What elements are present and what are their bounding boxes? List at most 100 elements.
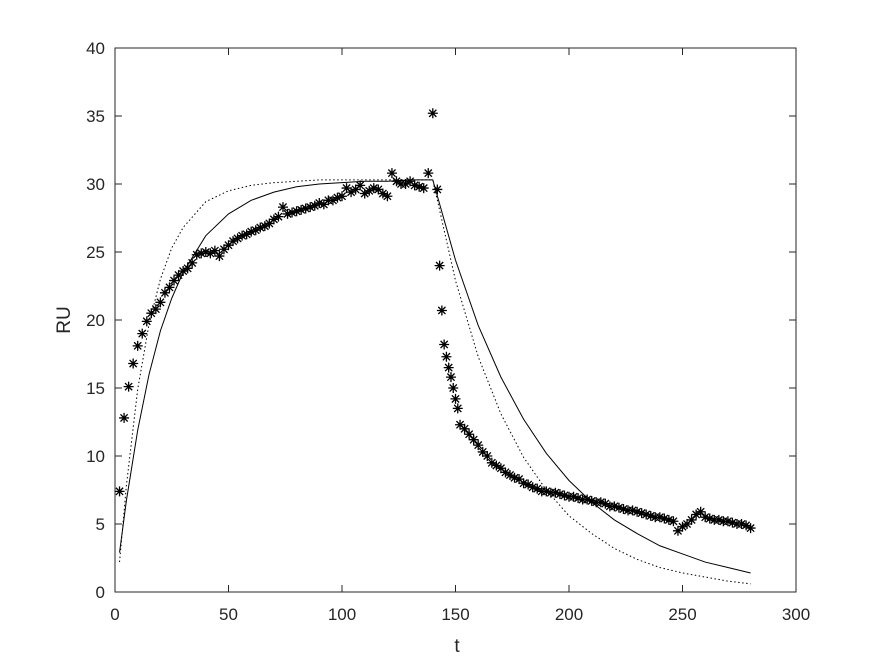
marker: [391, 176, 402, 187]
marker: [695, 506, 706, 517]
marker: [255, 222, 266, 233]
marker: [439, 339, 450, 350]
marker: [677, 521, 688, 532]
marker: [459, 423, 470, 434]
marker: [668, 516, 679, 527]
marker: [137, 328, 148, 339]
marker: [364, 185, 375, 196]
x-tick-label: 150: [441, 605, 469, 624]
marker: [448, 383, 459, 393]
marker: [132, 340, 143, 351]
marker: [182, 263, 193, 274]
marker: [532, 483, 543, 494]
marker: [309, 200, 320, 211]
marker: [178, 266, 189, 277]
marker: [164, 282, 175, 293]
marker: [128, 358, 139, 369]
marker: [123, 381, 134, 392]
marker: [291, 206, 302, 217]
marker: [464, 429, 475, 440]
marker: [277, 202, 288, 213]
marker: [264, 218, 275, 229]
marker: [418, 183, 429, 194]
marker: [441, 351, 452, 362]
y-tick-label: 15: [86, 379, 105, 398]
marker: [636, 508, 647, 519]
marker: [368, 183, 379, 194]
marker: [146, 308, 157, 319]
x-tick-label: 50: [219, 605, 238, 624]
marker: [514, 474, 525, 485]
marker: [495, 463, 506, 474]
marker: [382, 191, 393, 202]
marker: [346, 187, 357, 198]
marker: [409, 180, 420, 191]
marker: [273, 211, 284, 222]
marker: [187, 257, 198, 268]
marker: [509, 472, 520, 483]
marker: [686, 514, 697, 525]
marker: [641, 509, 652, 520]
marker: [586, 495, 597, 506]
marker: [337, 191, 347, 202]
marker: [241, 229, 252, 240]
marker: [445, 372, 456, 383]
marker: [632, 506, 643, 517]
marker: [722, 516, 733, 527]
marker: [452, 403, 463, 414]
marker: [305, 202, 316, 213]
marker: [119, 412, 130, 423]
marker: [504, 470, 515, 481]
marker: [359, 188, 370, 199]
marker: [663, 514, 674, 525]
y-tick-label: 30: [86, 175, 105, 194]
marker: [300, 203, 311, 214]
marker: [468, 434, 479, 445]
x-tick-label: 0: [110, 605, 119, 624]
marker: [432, 184, 443, 195]
y-tick-label: 5: [96, 515, 105, 534]
marker: [450, 393, 461, 404]
marker: [414, 181, 425, 192]
marker: [482, 451, 493, 461]
marker: [237, 230, 248, 241]
marker: [173, 270, 184, 281]
marker: [659, 513, 670, 524]
marker: [568, 491, 579, 502]
y-tick-label: 0: [96, 583, 105, 602]
marker: [296, 204, 307, 215]
marker: [223, 240, 234, 251]
marker: [377, 188, 388, 199]
marker: [423, 168, 434, 179]
marker: [618, 504, 629, 515]
marker: [314, 198, 325, 209]
marker: [473, 440, 484, 451]
y-tick-label: 35: [86, 107, 105, 126]
marker: [259, 221, 270, 232]
marker: [654, 512, 665, 523]
marker: [250, 225, 261, 236]
marker: [169, 275, 180, 286]
marker: [196, 248, 207, 259]
marker: [282, 208, 293, 219]
marker: [627, 505, 638, 516]
marker: [550, 487, 561, 498]
marker: [523, 479, 534, 490]
marker: [318, 199, 329, 210]
marker: [155, 297, 166, 308]
marker: [228, 236, 239, 247]
marker: [218, 244, 229, 255]
x-tick-label: 250: [668, 605, 696, 624]
marker: [246, 226, 257, 237]
marker: [427, 108, 438, 119]
marker: [573, 493, 584, 504]
marker: [600, 498, 611, 509]
marker: [350, 184, 361, 195]
marker: [700, 512, 711, 523]
marker: [287, 207, 298, 218]
marker: [518, 478, 529, 489]
marker: [191, 249, 202, 260]
marker: [373, 184, 384, 195]
marker: [214, 251, 225, 262]
